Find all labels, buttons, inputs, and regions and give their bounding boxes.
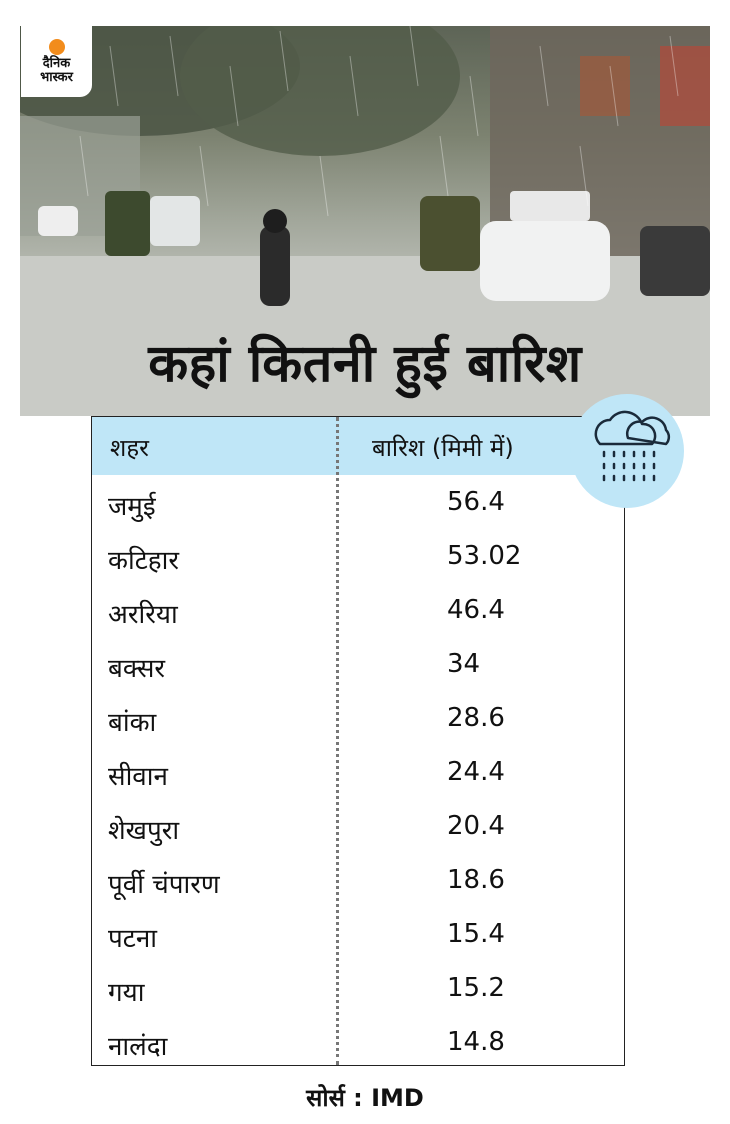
row-value: 56.4 [447, 487, 505, 517]
headline: कहां कितनी हुई बारिश [148, 334, 582, 394]
row-city: कटिहार [108, 546, 179, 576]
column-divider [336, 417, 339, 1065]
logo-line1: दैनिक [42, 55, 71, 71]
row-value: 53.02 [447, 541, 522, 571]
row-value: 18.6 [447, 865, 505, 895]
row-value: 15.2 [447, 973, 505, 1003]
table-row: नालंदा 14.8 [92, 1017, 624, 1071]
table-row: जमुई 56.4 [92, 477, 624, 531]
rain-street-photo: कहां कितनी हुई बारिश [20, 26, 710, 416]
table-header: शहर बारिश (मिमी में) [92, 417, 624, 475]
table-row: सीवान 24.4 [92, 747, 624, 801]
row-value: 15.4 [447, 919, 505, 949]
rain-table: शहर बारिश (मिमी में) जमुई 56.4 कटिहार 53… [91, 416, 625, 1066]
row-value: 34 [447, 649, 481, 679]
rain-cloud-svg [594, 410, 671, 482]
table-row: पूर्वी चंपारण 18.6 [92, 855, 624, 909]
row-value: 20.4 [447, 811, 505, 841]
row-city: सीवान [108, 762, 168, 792]
header-city: शहर [110, 434, 149, 462]
row-city: जमुई [108, 492, 156, 522]
row-value: 14.8 [447, 1027, 505, 1057]
photo-illustration [20, 26, 710, 416]
table-row: बक्सर 34 [92, 639, 624, 693]
row-value: 46.4 [447, 595, 505, 625]
rain-cloud-icon [570, 394, 684, 508]
row-city: बक्सर [108, 654, 166, 684]
sun-icon [48, 38, 65, 55]
header-rain: बारिश (मिमी में) [372, 434, 514, 462]
source-credit: सोर्स : IMD [306, 1084, 424, 1112]
row-city: पटना [108, 924, 158, 954]
row-value: 24.4 [447, 757, 505, 787]
table-row: अररिया 46.4 [92, 585, 624, 639]
row-city: बांका [108, 708, 157, 738]
table-row: गया 15.2 [92, 963, 624, 1017]
logo-line2: भास्कर [40, 69, 73, 85]
row-city: गया [108, 978, 145, 1008]
table-row: कटिहार 53.02 [92, 531, 624, 585]
row-city: शेखपुरा [108, 816, 180, 846]
logo: दैनिक भास्कर [21, 26, 92, 97]
table-row: बांका 28.6 [92, 693, 624, 747]
table-row: शेखपुरा 20.4 [92, 801, 624, 855]
row-city: पूर्वी चंपारण [108, 870, 220, 900]
row-city: अररिया [108, 600, 178, 630]
row-city: नालंदा [108, 1032, 168, 1062]
table-row: पटना 15.4 [92, 909, 624, 963]
row-value: 28.6 [447, 703, 505, 733]
